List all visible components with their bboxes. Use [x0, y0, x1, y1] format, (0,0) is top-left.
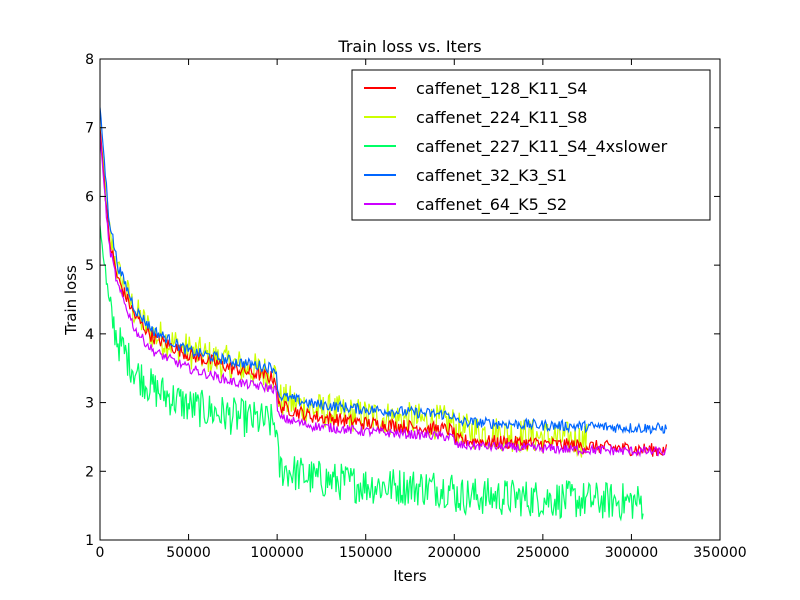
y-tick-label: 8	[85, 52, 94, 68]
plot-frame	[99, 58, 721, 541]
y-tick-label: 5	[85, 258, 94, 274]
y-tick-label: 2	[85, 464, 94, 480]
legend: caffenet_128_K11_S4 caffenet_224_K11_S8ca…	[351, 69, 711, 221]
x-axis-label: Iters	[393, 567, 427, 585]
series-line-caffenet_64_K5_S2	[100, 133, 667, 458]
y-tick-label: 6	[85, 189, 94, 205]
y-tick-label: 7	[85, 121, 94, 137]
x-tick-label: 200000	[428, 545, 481, 561]
x-tick-label: 100000	[250, 545, 303, 561]
legend-label-caffenet_128_K11_S4: caffenet_128_K11_S4	[416, 79, 587, 99]
series-line-caffenet_32_K3_S1	[100, 107, 668, 435]
y-tick-label: 3	[85, 396, 94, 412]
x-tick-label: 150000	[339, 545, 392, 561]
legend-label-caffenet_64_K5_S2: caffenet_64_K5_S2	[416, 195, 567, 215]
x-tick-label: 0	[96, 545, 105, 561]
y-tick-label: 1	[85, 533, 94, 549]
legend-label-caffenet_32_K3_S1: caffenet_32_K3_S1	[416, 166, 567, 186]
x-tick-label: 250000	[516, 545, 569, 561]
legend-label-caffenet_227_K11_S4_4xslower: caffenet_227_K11_S4_4xslower	[416, 137, 668, 157]
x-tick-label: 350000	[693, 545, 746, 561]
y-tick-label: 4	[85, 327, 94, 343]
y-axis-label: Train loss	[62, 265, 80, 336]
series-line-caffenet_227_K11_S4_4xslower	[100, 225, 644, 522]
axes-layer: 0 50000 100000 150000 200000 250000 300000 3500…	[85, 52, 747, 561]
x-tick-label: 50000	[166, 545, 211, 561]
legend-box	[351, 69, 711, 221]
series-layer	[100, 107, 668, 522]
x-tick-label: 300000	[605, 545, 658, 561]
chart-title: Train loss vs. Iters	[337, 37, 481, 56]
legend-label-caffenet_224_K11_S8: caffenet_224_K11_S8	[416, 108, 587, 128]
